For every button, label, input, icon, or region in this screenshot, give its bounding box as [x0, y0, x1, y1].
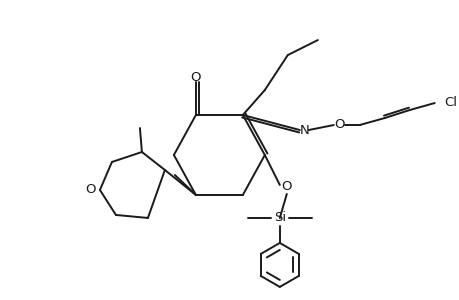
- Text: O: O: [85, 184, 96, 196]
- Text: N: N: [299, 124, 309, 136]
- Text: O: O: [281, 181, 291, 194]
- Text: Si: Si: [273, 212, 285, 224]
- Text: O: O: [190, 70, 201, 83]
- Text: O: O: [334, 118, 344, 130]
- Text: Cl: Cl: [444, 95, 457, 109]
